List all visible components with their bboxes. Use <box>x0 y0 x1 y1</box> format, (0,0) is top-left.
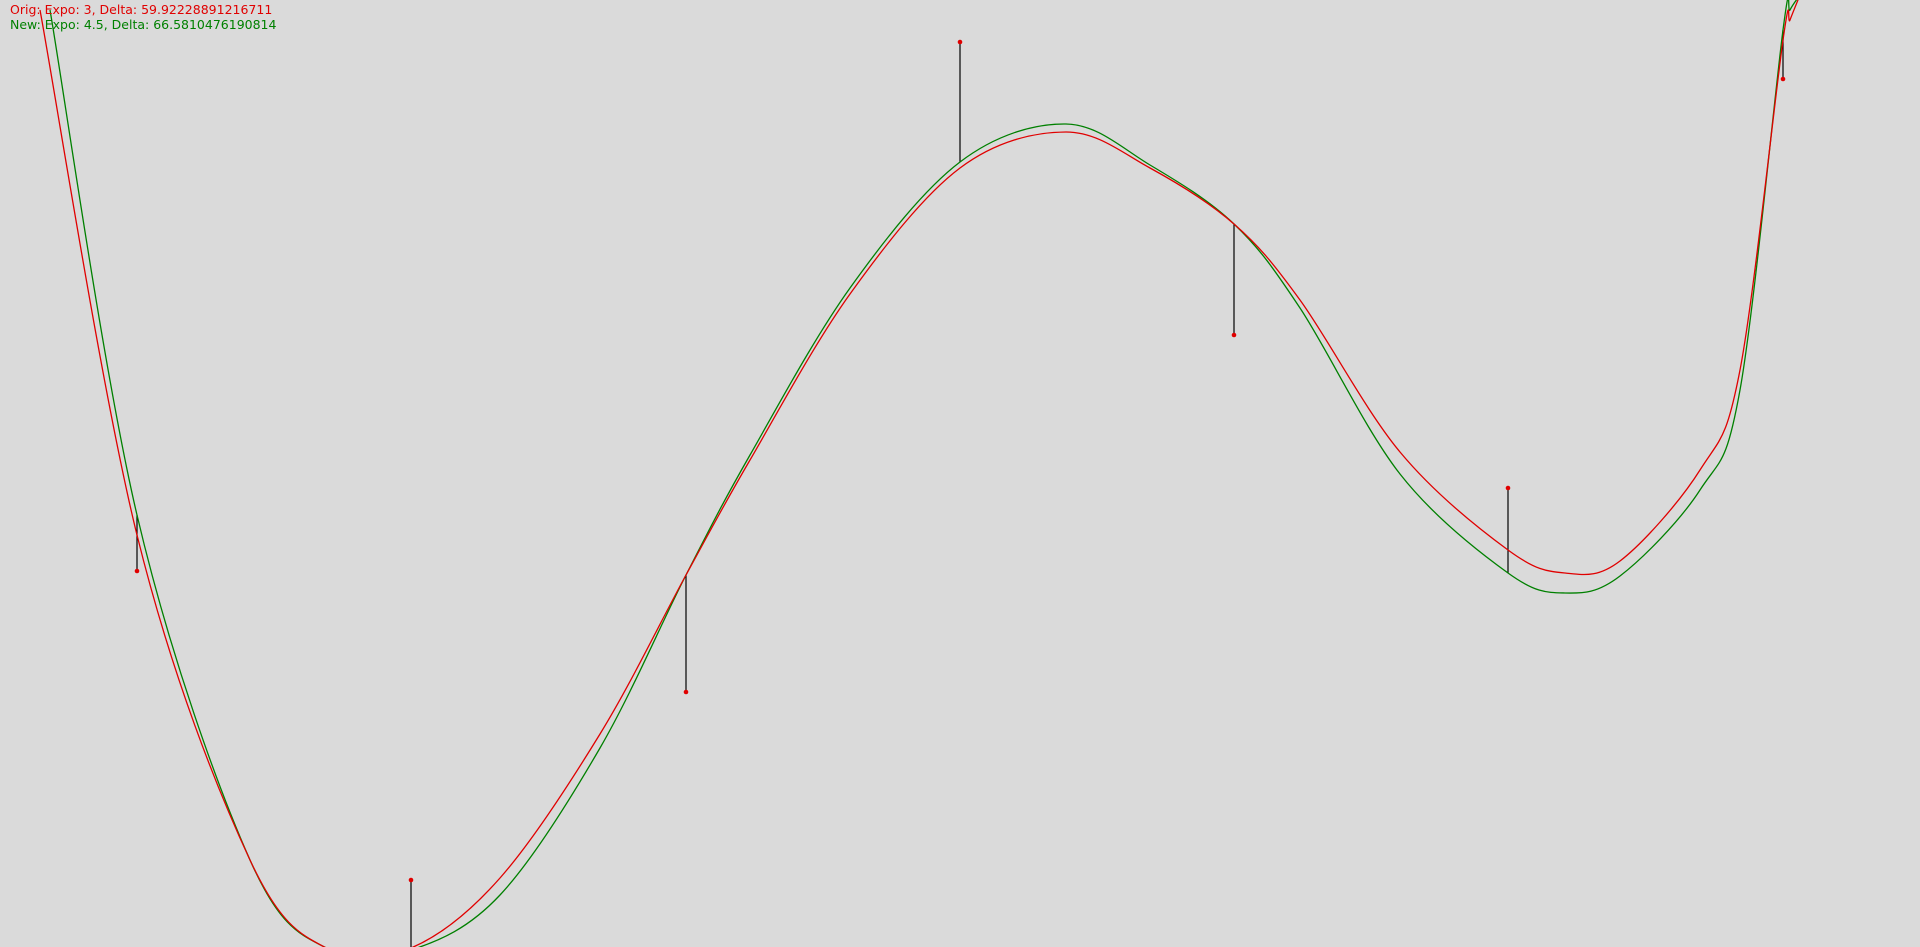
data-point-3[interactable] <box>683 689 689 695</box>
data-point-5[interactable] <box>1231 332 1237 338</box>
legend-new-label: New: Expo: 4.5, Delta: 66.5810476190814 <box>10 17 277 32</box>
curve-orig <box>39 0 1799 947</box>
data-point-1[interactable] <box>134 568 140 574</box>
data-point-7[interactable] <box>1780 76 1786 82</box>
data-point-6[interactable] <box>1505 485 1511 491</box>
legend-orig-label: Orig: Expo: 3, Delta: 59.92228891216711 <box>10 2 273 17</box>
data-point-2[interactable] <box>408 877 414 883</box>
curve-new <box>49 0 1798 947</box>
fit-curves <box>39 0 1799 947</box>
residual-lines <box>136 30 1784 947</box>
data-points <box>134 39 1786 883</box>
data-point-4[interactable] <box>957 39 963 45</box>
